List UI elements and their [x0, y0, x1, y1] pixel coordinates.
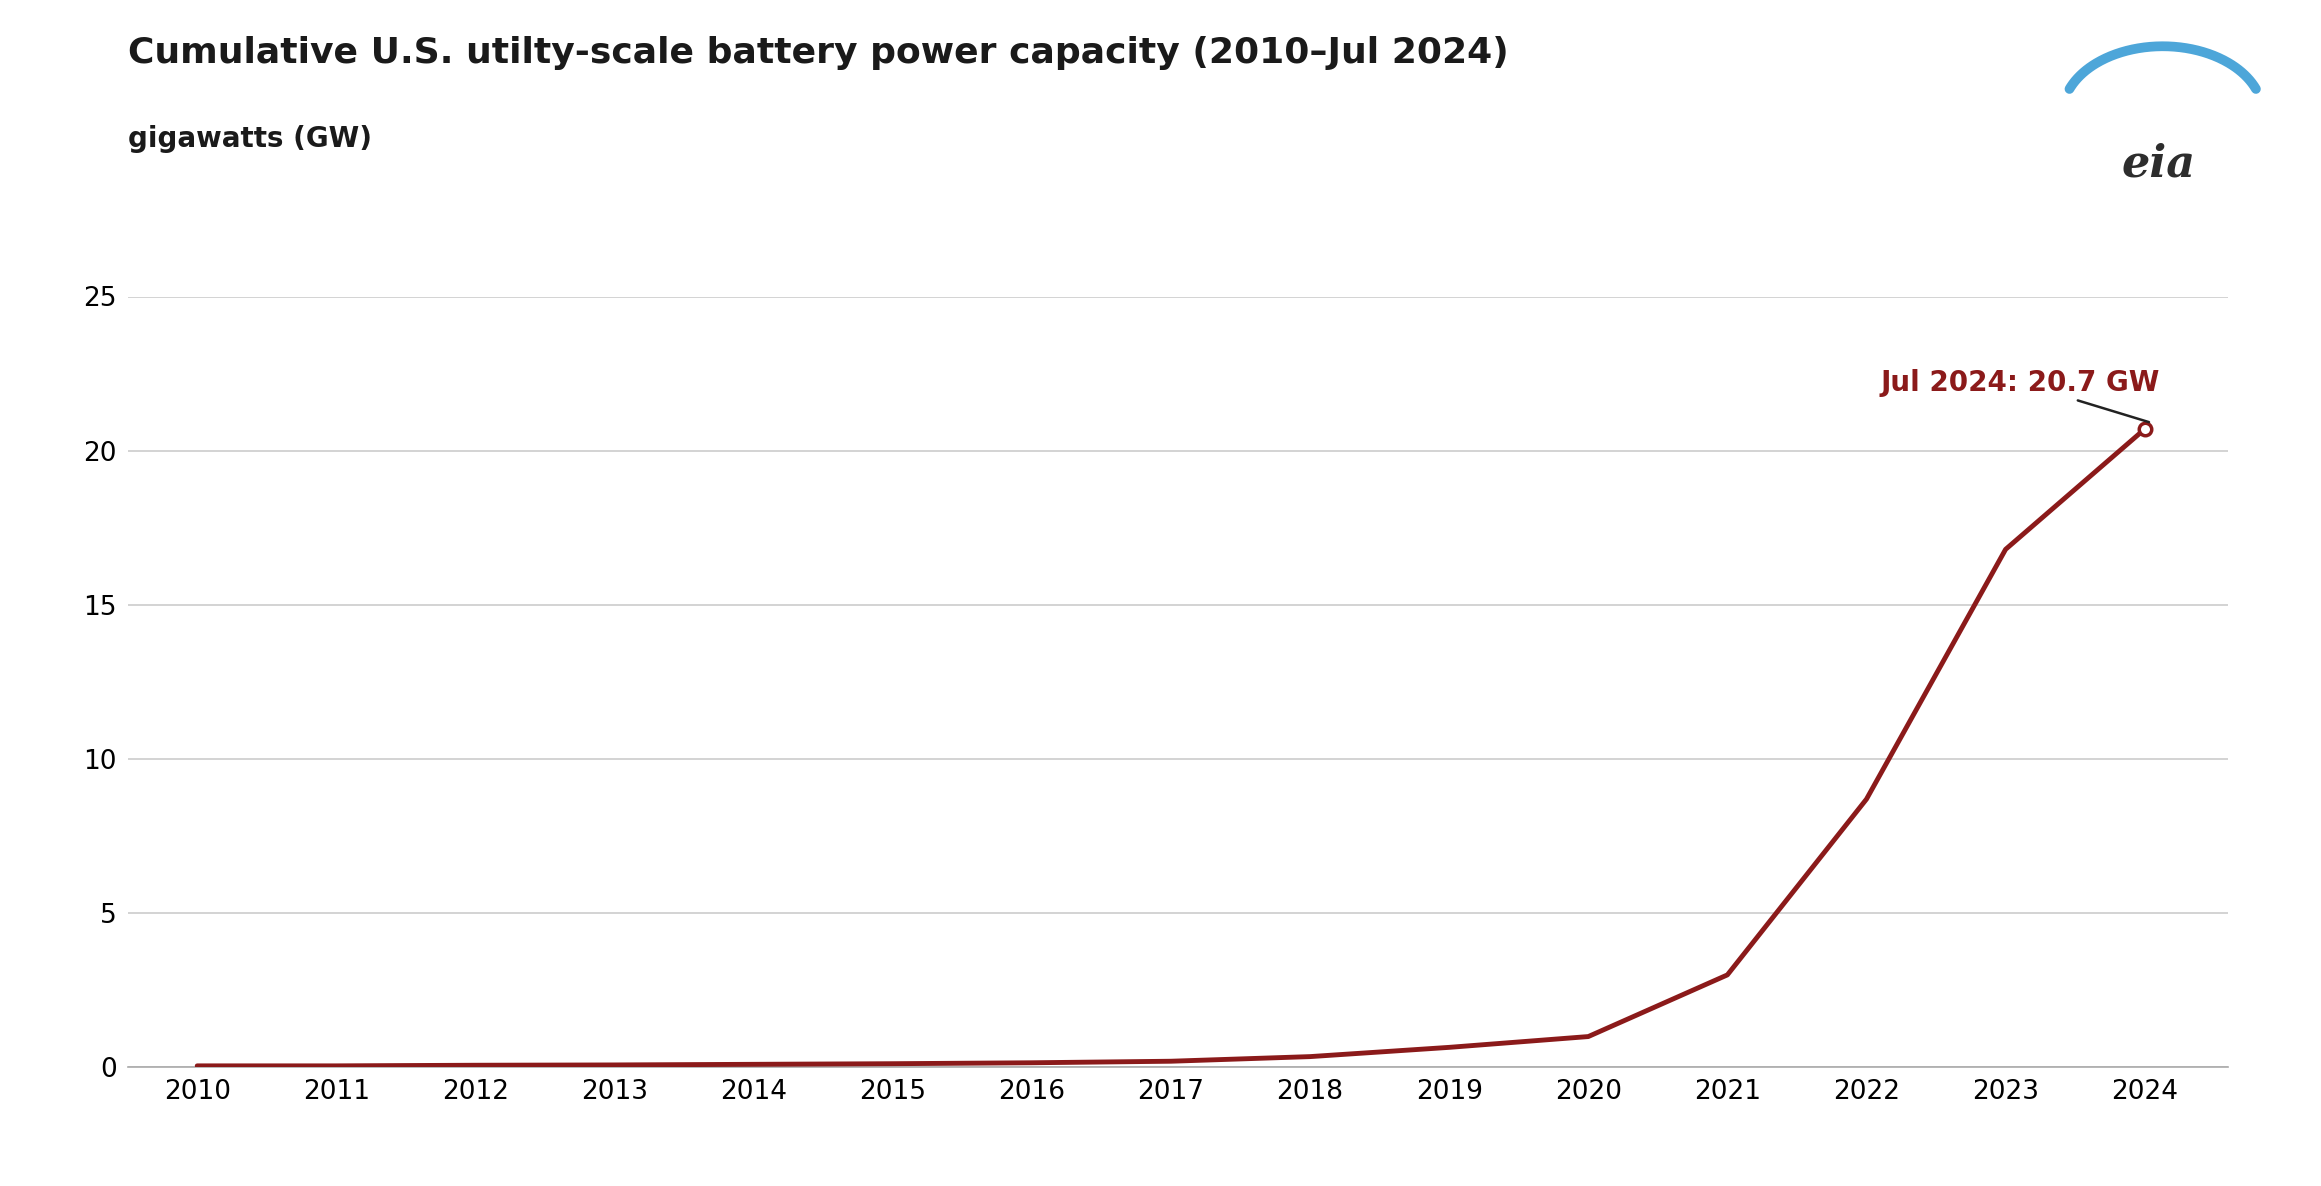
Text: Jul 2024: 20.7 GW: Jul 2024: 20.7 GW: [1880, 369, 2161, 422]
Text: gigawatts (GW): gigawatts (GW): [128, 125, 371, 153]
Text: Cumulative U.S. utilty-scale battery power capacity (2010–Jul 2024): Cumulative U.S. utilty-scale battery pow…: [128, 36, 1509, 70]
Text: eia: eia: [2121, 142, 2196, 185]
